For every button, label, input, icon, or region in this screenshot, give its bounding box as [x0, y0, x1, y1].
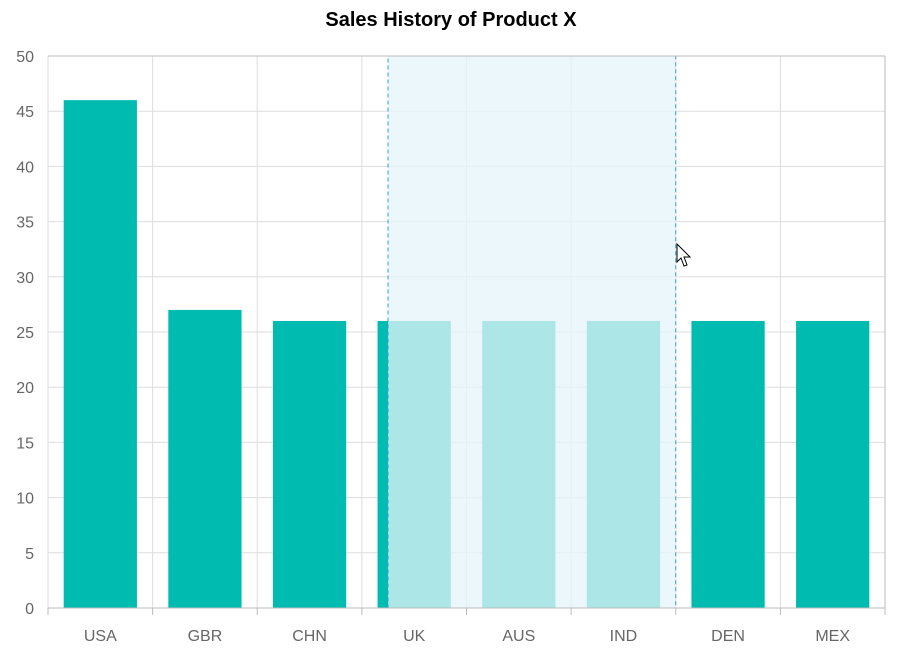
- y-tick-label: 0: [25, 601, 34, 618]
- x-tick-label: DEN: [711, 628, 745, 645]
- x-tick-label: IND: [610, 628, 638, 645]
- y-tick-label: 5: [25, 546, 34, 563]
- bar-chn[interactable]: [272, 320, 347, 608]
- y-tick-label: 20: [16, 380, 34, 397]
- y-tick-label: 45: [16, 104, 34, 121]
- bar-mex[interactable]: [796, 320, 870, 608]
- y-tick-label: 15: [16, 435, 34, 452]
- selection-rectangle[interactable]: [387, 55, 677, 609]
- x-tick-label: UK: [403, 628, 426, 645]
- x-tick-label: CHN: [292, 628, 327, 645]
- bar-den[interactable]: [691, 320, 765, 608]
- y-tick-label: 40: [16, 159, 34, 176]
- y-axis-ticks: 0 5 10 15 20 25 30 35 40 45 50: [16, 49, 34, 618]
- x-tick-label: USA: [84, 628, 117, 645]
- x-tick-label: MEX: [815, 628, 850, 645]
- mouse-cursor-icon: [676, 242, 692, 267]
- y-tick-label: 25: [16, 325, 34, 342]
- x-axis: [47, 55, 886, 615]
- y-tick-label: 50: [16, 49, 34, 66]
- y-tick-label: 10: [16, 491, 34, 508]
- chart-title: Sales History of Product X: [325, 9, 577, 31]
- x-tick-label: AUS: [502, 628, 535, 645]
- y-tick-label: 35: [16, 215, 34, 232]
- bar-gbr[interactable]: [168, 309, 242, 608]
- x-axis-ticks: USA GBR CHN UK AUS IND DEN MEX: [84, 628, 850, 645]
- x-tick-label: GBR: [188, 628, 223, 645]
- zoom-selection[interactable]: [387, 55, 677, 609]
- bar-usa[interactable]: [63, 100, 137, 608]
- y-tick-label: 30: [16, 270, 34, 287]
